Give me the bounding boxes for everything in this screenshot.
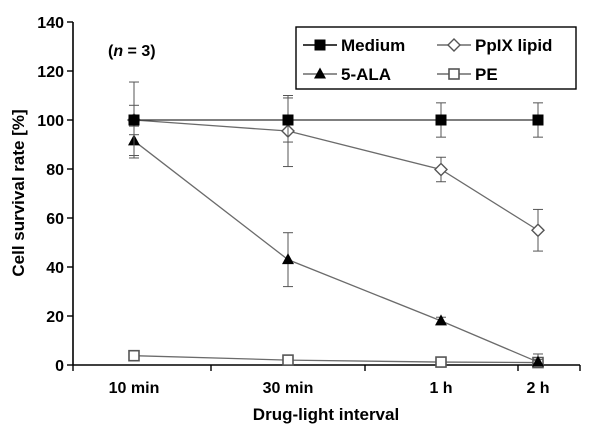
data-point <box>435 114 447 126</box>
data-point <box>434 162 448 177</box>
data-point <box>448 68 460 80</box>
x-tick-label: 30 min <box>263 380 314 397</box>
y-tick-label: 40 <box>46 260 64 277</box>
data-point <box>532 114 544 126</box>
y-tick-label: 120 <box>37 64 64 81</box>
y-ticks: 0 20 40 60 80 100 120 140 <box>37 15 73 375</box>
y-tick-label: 80 <box>46 162 64 179</box>
data-point <box>532 355 544 367</box>
data-point <box>282 354 294 366</box>
data-point <box>435 314 447 326</box>
series-line <box>133 355 539 364</box>
legend: Medium PpIX lipid 5-ALA PE <box>295 26 577 90</box>
legend-item: PE <box>437 65 498 84</box>
series-medium <box>128 97 544 143</box>
legend-label: PpIX lipid <box>475 36 552 55</box>
x-axis-title: Drug-light interval <box>253 405 399 424</box>
y-tick-label: 0 <box>55 358 64 375</box>
data-point <box>128 114 140 126</box>
series-layer <box>127 81 545 369</box>
data-point <box>128 349 140 362</box>
legend-label: PE <box>475 65 498 84</box>
x-tick-label: 1 h <box>429 380 452 397</box>
series-5-ala <box>128 125 544 367</box>
legend-box <box>295 26 577 90</box>
data-point <box>314 67 326 79</box>
series-ppix-lipid <box>127 81 545 252</box>
legend-item: PpIX lipid <box>437 36 552 55</box>
data-point <box>282 114 294 126</box>
axes <box>72 22 580 366</box>
x-ticks: 10 min 30 min 1 h 2 h <box>72 365 581 397</box>
x-tick-label: 10 min <box>109 380 160 397</box>
y-tick-label: 140 <box>37 15 64 32</box>
legend-label: Medium <box>341 36 405 55</box>
legend-item: 5-ALA <box>303 65 391 84</box>
y-tick-label: 100 <box>37 113 64 130</box>
series-line <box>133 119 539 231</box>
data-point <box>447 38 461 52</box>
legend-label: 5-ALA <box>341 65 391 84</box>
series-line <box>133 140 539 363</box>
y-axis-title: Cell survival rate [%] <box>9 109 28 276</box>
sample-size-annotation: (n = 3) <box>108 43 156 60</box>
y-tick-label: 20 <box>46 309 64 326</box>
data-point <box>282 253 294 265</box>
data-point <box>531 223 545 238</box>
legend-item: Medium <box>303 36 405 55</box>
y-tick-label: 60 <box>46 211 64 228</box>
data-point <box>314 39 326 51</box>
data-point <box>435 356 447 368</box>
x-tick-label: 2 h <box>526 380 549 397</box>
